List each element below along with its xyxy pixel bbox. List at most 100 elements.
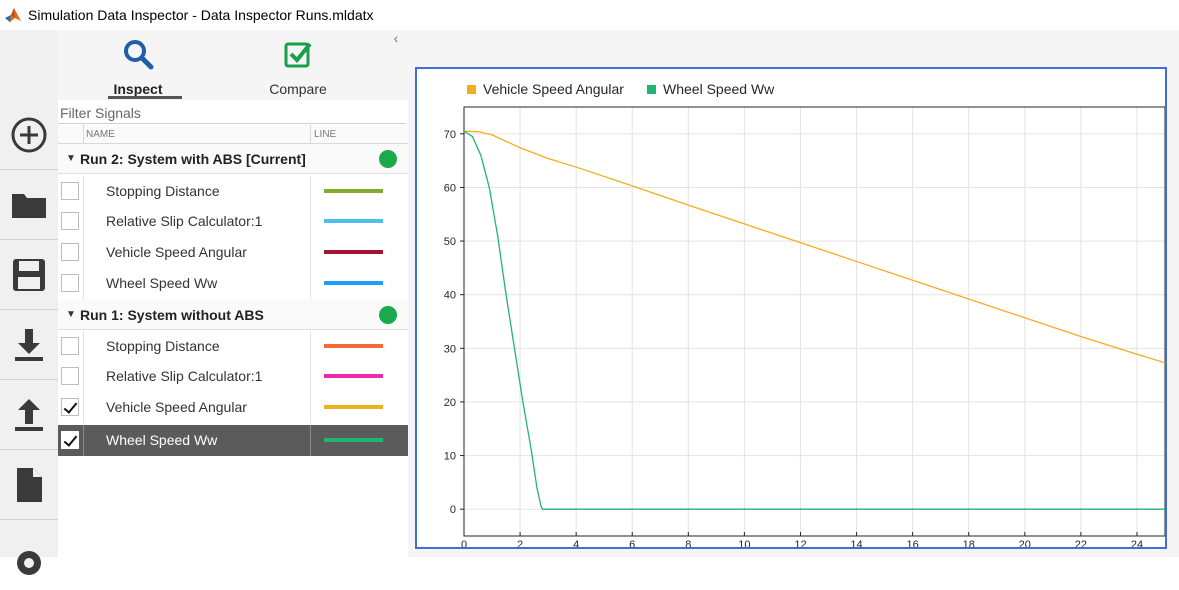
signal-name: Wheel Speed Ww: [106, 432, 218, 448]
x-tick-label: 4: [573, 539, 579, 547]
line-color-swatch[interactable]: [324, 405, 383, 409]
column-line-header: LINE: [314, 129, 337, 140]
run-name: Run 1: System without ABS: [80, 307, 264, 323]
y-tick-label: 40: [444, 290, 456, 302]
filter-signals-input[interactable]: [58, 102, 406, 124]
series-line: [463, 130, 1165, 364]
active-tab-indicator: [108, 96, 182, 99]
signal-checkbox[interactable]: [61, 337, 79, 355]
y-tick-label: 60: [444, 182, 456, 194]
plot-panel[interactable]: 0 2 4 6 8 10 12 14 16 18 20 22 24 0 10 20 30 40 50 60 70 Vehi…: [415, 67, 1167, 549]
view-tabs: Inspect Compare: [58, 30, 408, 100]
window-title: Simulation Data Inspector - Data Inspect…: [28, 7, 374, 23]
x-tick-label: 10: [738, 539, 750, 547]
x-tick-label: 24: [1131, 539, 1143, 547]
column-header: NAME LINE: [58, 125, 408, 144]
signal-checkbox[interactable]: [61, 243, 79, 261]
signal-checkbox[interactable]: [61, 274, 79, 292]
signal-name: Relative Slip Calculator:1: [106, 213, 263, 229]
import-button[interactable]: [0, 310, 58, 380]
x-tick-label: 18: [963, 539, 975, 547]
run-header-run2[interactable]: ▼ Run 2: System with ABS [Current]: [58, 144, 408, 174]
signal-checkbox[interactable]: [61, 431, 79, 449]
run-status-dot: [379, 150, 397, 168]
tab-compare-label: Compare: [269, 81, 327, 97]
export-button[interactable]: [0, 380, 58, 450]
caret-down-icon[interactable]: ▼: [66, 309, 76, 320]
left-toolbar: [0, 30, 59, 575]
tab-inspect-label: Inspect: [113, 81, 163, 97]
signal-name: Wheel Speed Ww: [106, 275, 218, 291]
x-tick-label: 16: [907, 539, 919, 547]
line-color-swatch[interactable]: [324, 189, 383, 193]
new-button[interactable]: [0, 100, 58, 170]
signal-checkbox[interactable]: [61, 398, 79, 416]
open-button[interactable]: [0, 170, 58, 240]
line-chart: 0 2 4 6 8 10 12 14 16 18 20 22 24010203040506070Vehi…: [444, 81, 1165, 547]
x-tick-label: 6: [629, 539, 635, 547]
save-icon: [13, 258, 45, 291]
settings-button[interactable]: [0, 520, 58, 590]
y-tick-label: 50: [444, 236, 456, 248]
x-tick-label: 8: [685, 539, 691, 547]
signal-row[interactable]: Vehicle Speed Angular: [58, 237, 408, 268]
signal-name: Stopping Distance: [106, 183, 220, 199]
x-tick-label: 2: [517, 539, 523, 547]
line-color-swatch[interactable]: [324, 374, 383, 378]
legend-label: Vehicle Speed Angular: [483, 81, 624, 97]
signals-panel: Inspect Compare NAME LINE ▼ Run 2: Syste…: [58, 30, 408, 557]
x-tick-label: 14: [850, 539, 862, 547]
signal-name: Vehicle Speed Angular: [106, 244, 247, 260]
checkbox-check-icon: [284, 42, 312, 68]
signal-name: Stopping Distance: [106, 338, 220, 354]
signal-checkbox[interactable]: [61, 212, 79, 230]
y-tick-label: 70: [444, 129, 456, 141]
legend-label: Wheel Speed Ww: [663, 81, 775, 97]
tab-compare[interactable]: Compare: [238, 34, 358, 100]
matlab-logo-icon: [5, 8, 21, 22]
legend-swatch: [467, 85, 476, 94]
line-color-swatch[interactable]: [324, 344, 383, 348]
line-color-swatch[interactable]: [324, 281, 383, 285]
signal-row[interactable]: Vehicle Speed Angular: [58, 392, 408, 423]
signal-row[interactable]: Relative Slip Calculator:1: [58, 206, 408, 237]
caret-down-icon[interactable]: ▼: [66, 153, 76, 164]
x-tick-label: 12: [794, 539, 806, 547]
signal-row[interactable]: Stopping Distance: [58, 331, 408, 362]
signal-row[interactable]: Stopping Distance: [58, 176, 408, 207]
signal-row-selected[interactable]: Wheel Speed Ww: [58, 425, 408, 456]
column-name-header: NAME: [86, 129, 115, 140]
signal-checkbox[interactable]: [61, 367, 79, 385]
title-bar: Simulation Data Inspector - Data Inspect…: [0, 0, 1179, 30]
legend-swatch: [647, 85, 656, 94]
new-icon: [11, 117, 47, 152]
signal-row[interactable]: Relative Slip Calculator:1: [58, 361, 408, 392]
export-icon: [15, 398, 43, 431]
run-header-run1[interactable]: ▼ Run 1: System without ABS: [58, 300, 408, 330]
signal-checkbox[interactable]: [61, 182, 79, 200]
x-tick-label: 0: [461, 539, 467, 547]
y-tick-label: 10: [444, 451, 456, 463]
magnifier-icon: [124, 40, 154, 70]
y-tick-label: 30: [444, 343, 456, 355]
report-icon: [17, 467, 42, 502]
x-tick-label: 20: [1019, 539, 1031, 547]
line-color-swatch[interactable]: [324, 438, 383, 442]
signal-name: Vehicle Speed Angular: [106, 399, 247, 415]
open-folder-icon: [12, 193, 46, 218]
tab-inspect[interactable]: Inspect: [78, 34, 198, 100]
import-icon: [15, 328, 43, 361]
run-name: Run 2: System with ABS [Current]: [80, 151, 306, 167]
report-button[interactable]: [0, 450, 58, 520]
axes-box: [463, 106, 1165, 537]
y-tick-label: 20: [444, 397, 456, 409]
save-button[interactable]: [0, 240, 58, 310]
signal-name: Relative Slip Calculator:1: [106, 368, 263, 384]
line-color-swatch[interactable]: [324, 219, 383, 223]
collapse-panel-icon[interactable]: ‹: [393, 30, 399, 46]
signal-row[interactable]: Wheel Speed Ww: [58, 268, 408, 299]
x-tick-label: 22: [1075, 539, 1087, 547]
y-tick-label: 0: [450, 504, 456, 516]
line-color-swatch[interactable]: [324, 250, 383, 254]
settings-icon: [17, 551, 41, 575]
